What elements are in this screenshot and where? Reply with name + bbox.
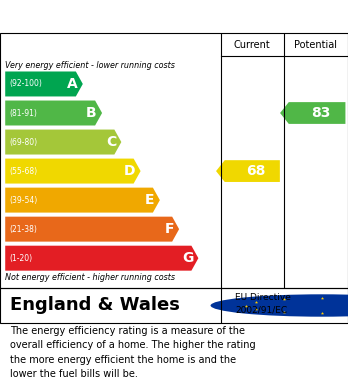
Text: C: C [106, 135, 116, 149]
Polygon shape [5, 72, 83, 97]
Polygon shape [5, 217, 179, 242]
Text: EU Directive
2002/91/EC: EU Directive 2002/91/EC [235, 292, 291, 314]
Text: A: A [67, 77, 78, 91]
Polygon shape [5, 129, 121, 154]
Polygon shape [5, 100, 102, 126]
Text: G: G [182, 251, 193, 265]
Text: E: E [145, 193, 155, 207]
Text: Very energy efficient - lower running costs: Very energy efficient - lower running co… [5, 61, 175, 70]
Text: B: B [86, 106, 97, 120]
Polygon shape [280, 102, 346, 124]
Text: The energy efficiency rating is a measure of the
overall efficiency of a home. T: The energy efficiency rating is a measur… [10, 326, 256, 379]
Text: Current: Current [234, 40, 271, 50]
Text: (55-68): (55-68) [9, 167, 38, 176]
Text: (21-38): (21-38) [9, 225, 37, 234]
Text: (1-20): (1-20) [9, 254, 32, 263]
Text: Potential: Potential [294, 40, 337, 50]
Text: 68: 68 [246, 164, 266, 178]
Polygon shape [5, 159, 141, 183]
Text: (39-54): (39-54) [9, 196, 38, 204]
Text: (81-91): (81-91) [9, 109, 37, 118]
Text: (69-80): (69-80) [9, 138, 38, 147]
Text: Energy Efficiency Rating: Energy Efficiency Rating [10, 9, 232, 24]
Text: (92-100): (92-100) [9, 79, 42, 88]
Polygon shape [5, 246, 198, 271]
Polygon shape [5, 188, 160, 213]
Text: Not energy efficient - higher running costs: Not energy efficient - higher running co… [5, 273, 175, 282]
Text: D: D [124, 164, 135, 178]
Text: F: F [164, 222, 174, 236]
Circle shape [211, 294, 348, 317]
Text: England & Wales: England & Wales [10, 296, 180, 314]
Polygon shape [216, 160, 280, 182]
Text: 83: 83 [311, 106, 330, 120]
